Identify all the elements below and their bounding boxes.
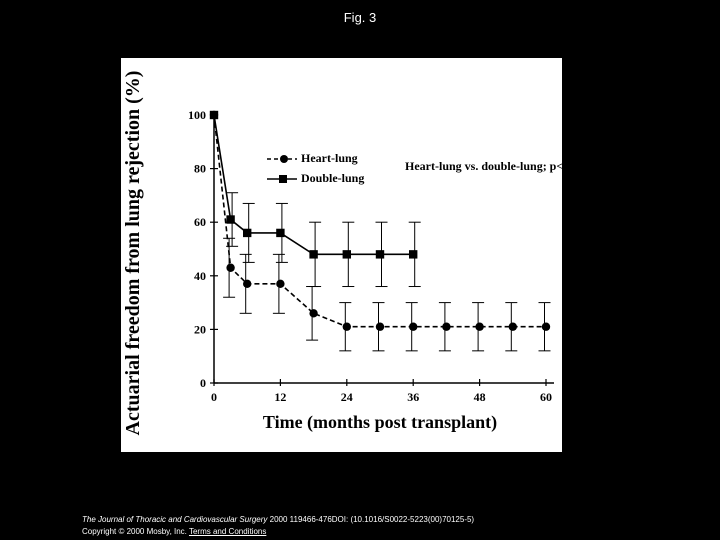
heart-lung-data-point — [309, 309, 318, 318]
journal-name: The Journal of Thoracic and Cardiovascul… — [82, 515, 268, 524]
double-lung-data-point — [409, 250, 418, 259]
double-lung-data-point — [375, 250, 385, 259]
double-lung-data-point — [309, 250, 318, 259]
heart-lung-series-line — [213, 114, 546, 328]
x-tick-label: 12 — [274, 390, 286, 404]
chart-panel: Actuarial freedom from lung rejection (%… — [121, 58, 562, 452]
x-axis-label: Time (months post transplant) — [263, 412, 497, 433]
double-lung-data-point — [209, 110, 219, 120]
x-tick-label: 60 — [540, 390, 552, 404]
x-tick-label: 24 — [341, 390, 353, 404]
heart-lung-data-point — [508, 322, 517, 331]
terms-and-conditions-link[interactable]: Terms and Conditions — [188, 527, 267, 536]
legend: Heart-lung Double-lung — [267, 151, 364, 185]
heart-lung-data-point — [409, 322, 418, 331]
line-chart: Actuarial freedom from lung rejection (%… — [122, 71, 562, 436]
figure-title: Fig. 3 — [343, 10, 377, 25]
heart-lung-data-point — [226, 263, 235, 272]
y-tick-label: 40 — [194, 269, 206, 283]
legend-double-lung-label: Double-lung — [301, 171, 364, 185]
citation-text: 2000 119466-476DOI: (10.1016/S0022-5223(… — [267, 515, 475, 524]
y-tick-label: 0 — [200, 376, 206, 390]
legend-heart-lung-label: Heart-lung — [301, 151, 358, 165]
heart-lung-data-point — [541, 322, 551, 331]
x-tick-label: 0 — [211, 390, 217, 404]
y-tick-label: 20 — [194, 322, 206, 336]
double-lung-data-point — [243, 228, 252, 238]
heart-lung-data-point — [475, 322, 484, 331]
y-axis-label: Actuarial freedom from lung rejection (%… — [122, 71, 144, 436]
heart-lung-data-point — [442, 322, 451, 331]
copyright-text: Copyright © 2000 Mosby, Inc. — [82, 527, 187, 536]
double-lung-data-point — [226, 215, 235, 224]
heart-lung-data-point — [342, 322, 351, 331]
citation-line: The Journal of Thoracic and Cardiovascul… — [82, 515, 474, 524]
y-tick-label: 100 — [188, 108, 206, 122]
heart-lung-data-point — [276, 279, 285, 289]
heart-lung-data-point — [243, 279, 252, 289]
legend-heart-lung-marker — [280, 155, 288, 163]
double-lung-data-point — [342, 250, 351, 259]
legend-double-lung-marker — [279, 175, 287, 183]
x-tick-label: 48 — [474, 390, 486, 404]
heart-lung-data-point — [375, 322, 385, 331]
x-tick-label: 36 — [407, 390, 419, 404]
copyright-line: Copyright © 2000 Mosby, Inc. Terms and C… — [82, 527, 266, 536]
p-value-annotation: Heart-lung vs. double-lung; p<0.1 — [405, 159, 562, 173]
y-tick-label: 60 — [194, 215, 206, 229]
double-lung-data-point — [276, 228, 285, 238]
y-tick-label: 80 — [194, 162, 206, 176]
